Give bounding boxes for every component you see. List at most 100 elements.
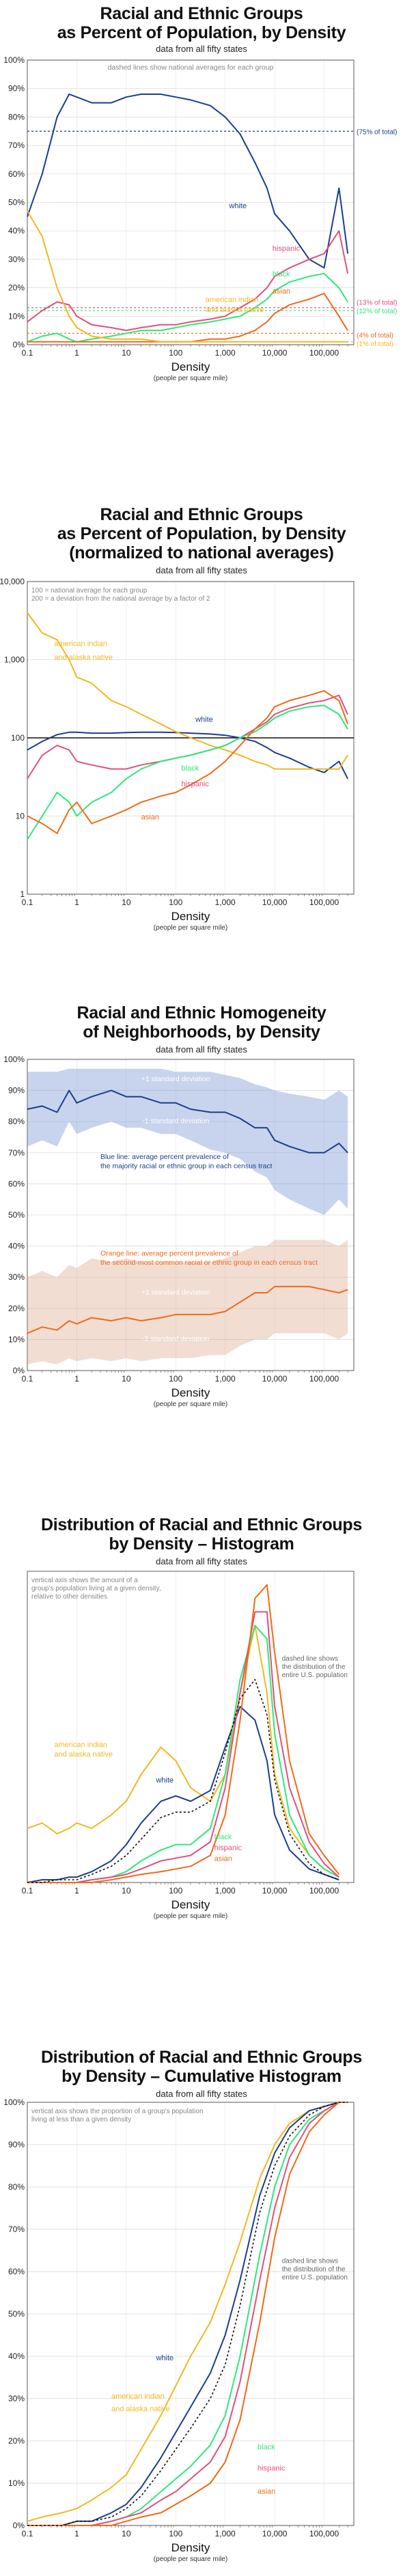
chart2-series-amind [27,612,348,770]
chart5-frame [27,2102,355,2526]
chart4-xlabel: Density [171,1898,210,1911]
chart3-note-blue-2: the majority racial or ethnic group in e… [100,1162,273,1171]
chart4-dashed-note-2: the distribution of the [282,1663,346,1671]
chart4-xtick-label: 100,000 [309,1886,339,1895]
chart2-series-label-black: black [182,764,199,773]
chart5-dashed-note-1: dashed line shows [282,2258,338,2265]
chart1-ytick-label: 0% [13,340,25,349]
chart3-ytick-label: 20% [8,1304,25,1313]
chart5-xlabel: Density [171,2541,210,2554]
chart3-xtick-label: 100,000 [309,1374,339,1384]
chart4-series-label-asian: asian [214,1855,232,1863]
chart5-ytick-label: 0% [13,2521,25,2530]
chart3-ytick-label: 60% [8,1179,25,1188]
chart4-xtick-label: 10,000 [262,1886,288,1895]
chart4-title: Distribution of Racial and Ethnic Groups… [0,1515,403,1554]
chart3-svg: 0% 10% 20% 30% 40% 50% 60% 70% 80% 90% 100% 0.1 1 10 1… [3,1055,355,1408]
chart1-svg: 0% 10% 20% 30% 40% 50% 60% 70% 80% 90% 100% 0.1 1 10 1… [3,55,397,382]
chart4-xtick-label: 1 [74,1886,79,1895]
chart5-note-1: vertical axis shows the proportion of a … [31,2108,204,2115]
chart3-ytick-label: 50% [8,1210,25,1220]
chart3-ytick-label: 90% [8,1086,25,1096]
chart1-xtick-label: 100,000 [309,348,339,358]
chart5-xtick-label: 0.1 [22,2529,33,2538]
chart1-ytick-label: 100% [3,55,25,65]
chart4-frame [27,1571,355,1883]
chart2-series-label-white: white [195,716,213,724]
chart1-ytick-label: 60% [8,169,25,179]
chart3-ytick-label: 10% [8,1334,25,1344]
chart5-xtick-label: 10,000 [262,2529,288,2538]
chart4-total-line [27,1678,339,1883]
chart4-series-asian [27,1584,340,1883]
chart2-xsub: (people per square mile) [154,924,227,932]
chart4-series-label-hispanic: hispanic [214,1844,242,1852]
chart1-average-label-asian: (4% of total) [357,332,393,339]
chart5-note-2: living at less than a given density [31,2116,131,2123]
chart2-ytick-label: 10 [16,812,25,821]
chart5-series-label-amind-2: and alaska native [111,2405,170,2414]
chart1-series-amind [27,210,348,343]
chart5-series-label-asian: asian [258,2488,275,2496]
chart1-xtick-label: 10,000 [262,348,288,358]
chart3-ytick-label: 40% [8,1242,25,1251]
chart1-series-hispanic [27,230,349,332]
chart5-xsub: (people per square mile) [154,2556,227,2563]
chart2-series-label-amind-1: american indian [54,640,107,648]
chart4-dashed-note-3: entire U.S. population [282,1672,348,1679]
chart3-series-white [27,1089,348,1154]
chart5-series-asian [27,2102,348,2526]
chart3-xtick-label: 1 [74,1374,79,1384]
chart1-note: dashed lines show national averages for … [108,63,274,72]
chart3-note-orange-2: the second-most common racial or ethnic … [100,1259,318,1267]
chart2-xtick-label: 10,000 [262,898,288,907]
chart1-series-label-asian: asian [273,287,290,296]
chart2-subtitle: data from all fifty states [156,565,247,575]
chart5-title: Distribution of Racial and Ethnic Groups… [0,2048,403,2086]
chart5-ytick-label: 90% [8,2140,25,2149]
chart3-title-line-1: Racial and Ethnic Homogeneity [77,1003,326,1022]
chart2-series-white [27,731,348,779]
chart2-series-label-hispanic: hispanic [182,780,210,788]
chart3-title-line-2: of Neighborhoods, by Density [83,1022,320,1042]
chart4-xtick-label: 0.1 [22,1886,33,1895]
chart1-average-label-black: (12% of total) [357,308,397,315]
chart5-ytick-label: 100% [3,2098,25,2107]
chart2-xtick-label: 10 [122,898,131,907]
chart5-ytick-label: 70% [8,2224,25,2234]
chart1-series-label-amind-2: and alaska native [206,306,264,314]
chart3-xtick-label: 0.1 [22,1374,33,1384]
chart5-total-line [27,2102,348,2526]
chart5-ytick-label: 40% [8,2351,25,2361]
chart1-xtick-label: 1,000 [215,348,236,358]
chart1-title: Racial and Ethnic Groups as Percent of P… [0,4,403,42]
chart5-xtick-label: 1 [74,2529,79,2538]
chart-panel-3: Racial and Ethnic Homogeneity of Neighbo… [0,1003,403,1427]
chart1-ytick-label: 30% [8,255,25,264]
chart1-xtick-label: 10 [122,348,131,358]
chart-panel-2: Racial and Ethnic Groups as Percent of P… [0,505,403,997]
chart3-note-blue-1: Blue line: average percent prevalence of [100,1153,229,1161]
chart2-title-line-2: as Percent of Population, by Density [57,524,346,543]
chart2-xtick-label: 1,000 [215,898,236,907]
chart3-ytick-label: 30% [8,1272,25,1282]
chart2-xlabel: Density [171,910,210,923]
chart2-ytick-label: 10,000 [0,577,25,586]
chart4-title-line-1: Distribution of Racial and Ethnic Groups [41,1515,362,1534]
chart1-subtitle: data from all fifty states [156,44,247,54]
chart4-subtitle: data from all fifty states [156,1556,247,1566]
chart3-band-label-white-lower: -1 standard deviation [142,1117,209,1125]
chart5-ytick-label: 50% [8,2309,25,2319]
chart3-xtick-label: 1,000 [215,1374,236,1384]
chart2-xtick-label: 100,000 [309,898,339,907]
chart5-series-label-black: black [258,2443,275,2451]
chart1-ytick-label: 50% [8,198,25,207]
chart2-ytick-label: 100 [11,733,25,743]
chart5-series-label-white: white [155,2354,173,2362]
chart4-xtick-label: 100 [169,1886,182,1895]
chart3-frame [27,1059,355,1371]
chart3-ytick-label: 70% [8,1148,25,1158]
chart5-svg: 0% 10% 20% 30% 40% 50% 60% 70% 80% 90% 100% 0.1 1 10 1… [3,2098,355,2563]
chart1-frame [27,59,355,345]
